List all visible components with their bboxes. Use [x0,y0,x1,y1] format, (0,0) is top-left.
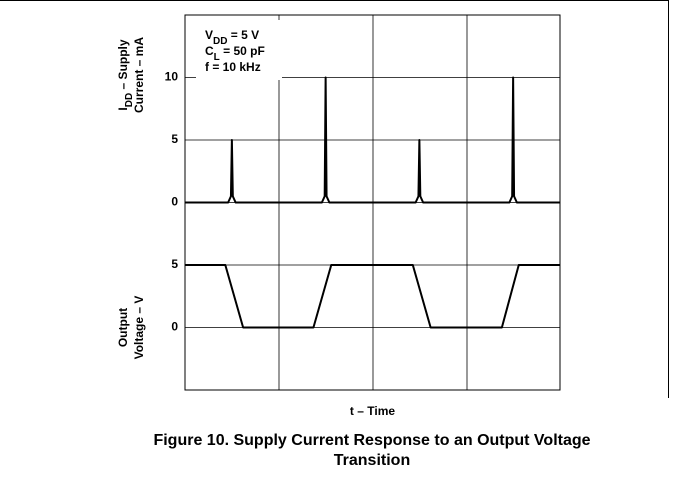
y-tick-label: 10 [165,70,179,84]
text-part: Voltage – V [132,296,146,360]
text-part: Current – mA [132,37,146,113]
text-part: L [214,52,220,63]
series-line [185,76,560,204]
text-part: f = 10 kHz [205,60,261,74]
text-part: DD [124,93,135,107]
y-tick-label: 0 [171,320,178,334]
y-axis-label: Current – mA [132,37,146,113]
annotation: CL = 50 pF [205,44,265,63]
annotation: f = 10 kHz [205,60,261,74]
y-tick-label: 0 [171,195,178,209]
y-tick-label: 5 [171,257,178,271]
plot-frame [184,14,561,391]
x-axis-label: t – Time [350,404,395,418]
text-part: C [205,44,214,58]
annotation-box [196,20,282,80]
text-part: Output [116,308,130,347]
text-part: DD [213,36,227,47]
y-axis-label: IDD – Supply [116,39,135,110]
text-part: = 5 V [227,28,259,42]
text-part: = 50 pF [220,44,265,58]
series-line [185,264,560,329]
annotation: VDD = 5 V [205,28,259,47]
y-axis-label: Voltage – V [132,296,146,360]
text-part: – Supply [116,39,130,93]
caption-line: Transition [334,452,410,469]
text-part: V [205,28,213,42]
y-axis-label: Output [116,308,130,347]
caption-line: Figure 10. Supply Current Response to an… [153,432,590,449]
text-part: I [116,107,130,110]
y-tick-label: 5 [171,132,178,146]
